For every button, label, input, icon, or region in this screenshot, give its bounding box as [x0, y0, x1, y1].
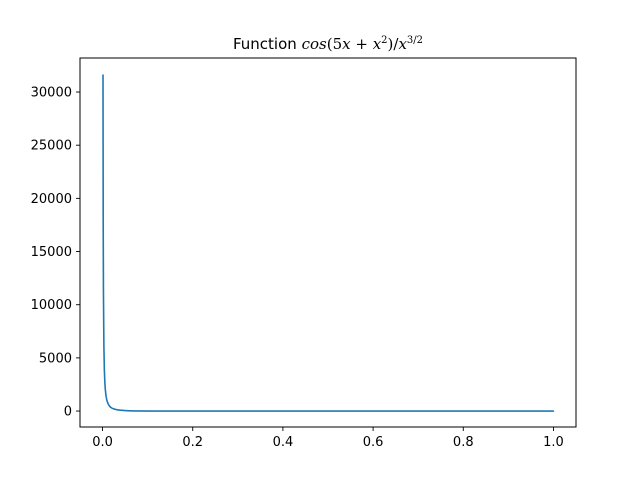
- plot-area: [80, 58, 576, 427]
- chart-title-sq: 2: [381, 35, 387, 46]
- chart-title-x2: x: [373, 35, 382, 53]
- x-tick-label: 0.4: [273, 435, 294, 450]
- y-tick-label: 0: [64, 405, 72, 420]
- x-tick-label: 1.0: [543, 435, 564, 450]
- chart-title-prefix: Function: [233, 35, 302, 53]
- chart-title-exp: 3/2: [407, 35, 423, 46]
- y-tick-label: 30000: [31, 86, 72, 101]
- chart-title-plus: +: [351, 35, 373, 53]
- chart-title-x3: x: [398, 35, 407, 53]
- x-tick-label: 0.6: [363, 435, 384, 450]
- chart-title-fn: cos: [302, 35, 327, 53]
- x-tick-label: 0.8: [453, 435, 474, 450]
- chart-title-rparen-slash: )/: [388, 35, 400, 53]
- y-tick-label: 20000: [31, 192, 72, 207]
- x-tick-label: 0.0: [92, 435, 113, 450]
- chart-title: Function cos(5x + x2)/x3/2: [233, 35, 423, 53]
- series-line-0: [102, 74, 555, 412]
- x-axis: 0.0 0.2 0.4 0.6 0.8 1.0: [92, 427, 564, 450]
- y-tick-label: 10000: [31, 298, 72, 313]
- chart-title-lparen: (: [327, 35, 333, 53]
- x-tick-label: 0.2: [182, 435, 203, 450]
- y-axis: 0 5000 10000 15000 20000 25000 30000: [31, 86, 80, 420]
- chart-title-five: 5: [333, 35, 343, 53]
- y-tick-label: 5000: [39, 351, 72, 366]
- chart-title-x1: x: [342, 35, 351, 53]
- plot-frame: [79, 57, 577, 428]
- series-layer: [102, 74, 555, 412]
- y-tick-label: 25000: [31, 139, 72, 154]
- y-tick-label: 15000: [31, 245, 72, 260]
